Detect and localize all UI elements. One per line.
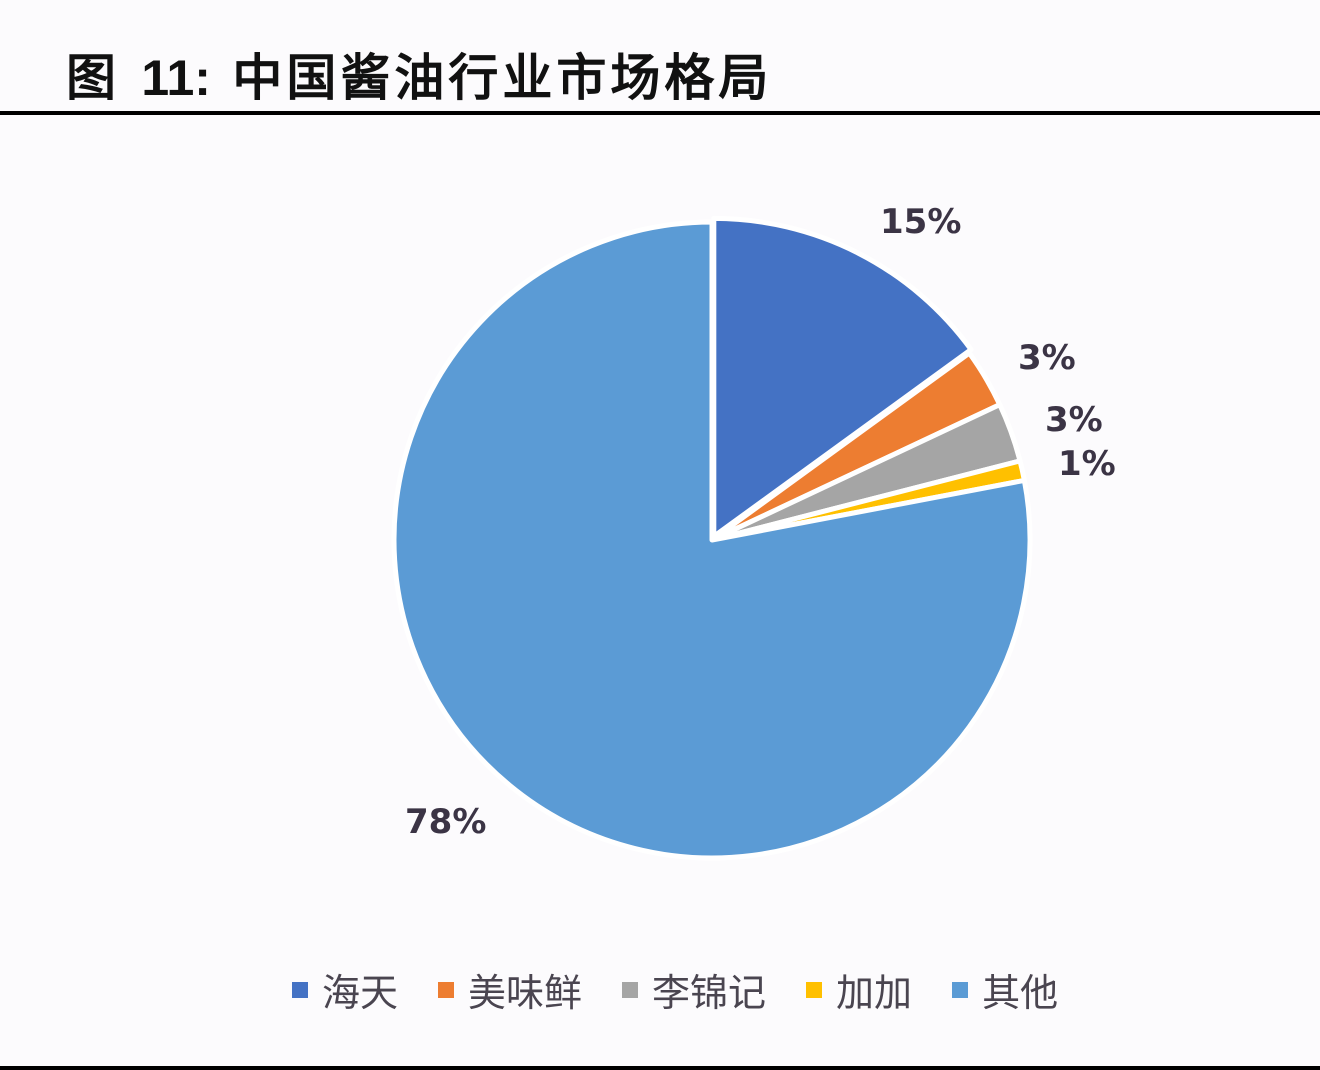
slice-label-lijinji: 3%: [1045, 400, 1103, 440]
title-rule: [0, 111, 1320, 115]
legend-swatch-icon: [806, 981, 823, 998]
slice-label-others: 78%: [405, 802, 487, 842]
figure-title-text: 中国酱油行业市场格局: [232, 48, 773, 107]
legend-item-meiweixian: 美味鲜: [438, 962, 582, 1017]
chart-legend: 海天 美味鲜 李锦记 加加 其他: [292, 962, 1098, 1017]
slice-label-meiweixian: 3%: [1018, 338, 1076, 378]
pie-slice-others: [391, 219, 1033, 861]
pie-slice-haitian: [711, 215, 974, 539]
legend-label: 海天: [322, 971, 399, 1015]
bottom-rule: [0, 1066, 1320, 1070]
legend-item-haitian: 海天: [292, 962, 398, 1017]
legend-item-lijinji: 李锦记: [622, 962, 766, 1017]
legend-item-jiajia: 加加: [806, 962, 912, 1017]
figure-title: 图 11: 中国酱油行业市场格局: [66, 38, 772, 110]
legend-item-others: 其他: [952, 962, 1058, 1017]
legend-swatch-icon: [292, 981, 308, 998]
legend-swatch-icon: [952, 981, 969, 998]
figure-title-prefix: 图: [66, 48, 120, 107]
slice-label-haitian: 15%: [880, 202, 962, 242]
legend-label: 李锦记: [652, 971, 767, 1015]
legend-swatch-icon: [622, 981, 639, 998]
legend-label: 加加: [836, 971, 913, 1015]
legend-label: 其他: [982, 971, 1059, 1015]
figure-title-number: 11:: [141, 50, 211, 106]
legend-label: 美味鲜: [468, 971, 583, 1015]
legend-swatch-icon: [438, 981, 455, 998]
slice-label-jiajia: 1%: [1058, 444, 1116, 484]
